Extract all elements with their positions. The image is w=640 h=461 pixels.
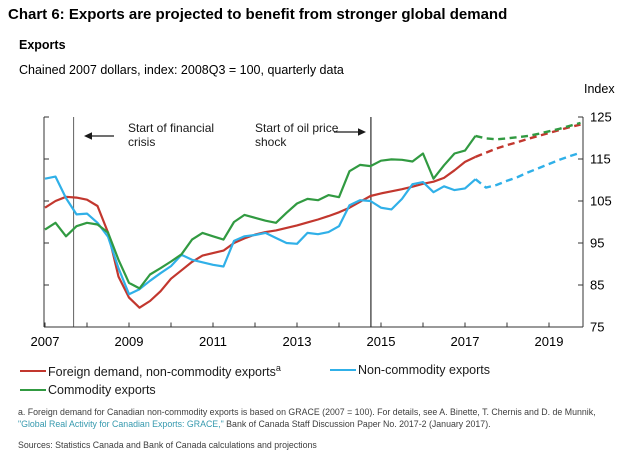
oil-shock-arrow-icon — [334, 128, 366, 136]
x-tick-label: 2019 — [535, 334, 564, 349]
footnote-text: a. Foreign demand for Canadian non-commo… — [18, 407, 596, 417]
x-tick-label: 2017 — [451, 334, 480, 349]
annotation-financial-crisis: Start of financial crisis — [128, 121, 248, 149]
legend-item-foreign-demand: Foreign demand, non-commodity exportsa — [20, 363, 281, 379]
x-tick-label: 2009 — [115, 334, 144, 349]
y-tick-label: 125 — [590, 110, 612, 125]
sources-line: Sources: Statistics Canada and Bank of C… — [18, 440, 317, 450]
annotation-oil-price-shock: Start of oil price shock — [255, 121, 375, 149]
y-tick-label: 115 — [590, 152, 611, 167]
footnote-text: Bank of Canada Staff Discussion Paper No… — [223, 418, 491, 429]
footnote-link[interactable]: "Global Real Activity for Canadian Expor… — [18, 418, 224, 429]
y-axis-unit-label: Index — [584, 82, 615, 96]
legend-item-commodity: Commodity exports — [20, 383, 156, 397]
series-line-foreign-demand-non-commodity-exports — [44, 155, 476, 309]
x-tick-label: 2007 — [31, 334, 60, 349]
y-tick-label: 95 — [590, 236, 604, 251]
legend-row: Foreign demand, non-commodity exportsa — [20, 363, 281, 379]
chart-heading: Exports — [19, 38, 66, 52]
legend-label: Commodity exports — [48, 383, 156, 397]
chart-subtitle: Chained 2007 dollars, index: 2008Q3 = 10… — [19, 63, 344, 77]
financial-crisis-arrow-icon — [84, 132, 114, 140]
legend-swatch-red-line-icon — [20, 369, 46, 373]
footnote-marker: a — [275, 363, 281, 373]
annotation-line: Start of oil price — [255, 121, 339, 135]
legend-swatch-green-line-icon — [20, 388, 46, 392]
series-projection-non-commodity-exports — [474, 151, 581, 189]
series-projection-commodity-exports — [475, 121, 581, 141]
y-tick-label: 75 — [590, 320, 604, 335]
x-tick-label: 2011 — [199, 334, 227, 349]
page-title: Chart 6: Exports are projected to benefi… — [8, 6, 508, 23]
y-tick-label: 85 — [590, 278, 604, 293]
annotation-line: Start of financial — [128, 121, 215, 135]
series-projection-foreign-demand-non-commodity-exports — [475, 123, 581, 159]
legend-label: Non-commodity exports — [358, 363, 490, 377]
legend-row: Commodity exports — [20, 383, 156, 397]
legend-label: Foreign demand, non-commodity exportsa — [48, 363, 281, 380]
series-line-non-commodity-exports — [44, 175, 477, 296]
legend-swatch-blue-line-icon — [330, 368, 356, 372]
x-tick-label: 2015 — [367, 334, 396, 349]
y-tick-label: 105 — [590, 194, 612, 209]
annotation-line: shock — [255, 134, 287, 149]
annotation-line: crisis — [128, 134, 156, 149]
legend-item-non-commodity: Non-commodity exports — [330, 363, 490, 377]
x-tick-label: 2013 — [283, 334, 312, 349]
series-line-commodity-exports — [44, 135, 477, 290]
footnote: a. Foreign demand for Canadian non-commo… — [18, 407, 626, 430]
